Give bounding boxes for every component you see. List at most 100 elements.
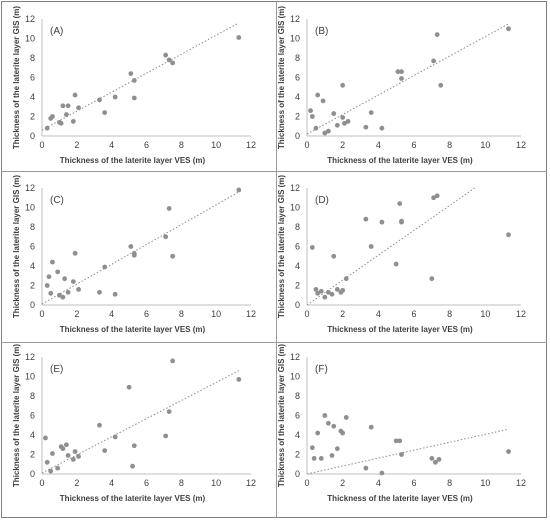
panel-d-point [434, 193, 440, 199]
panel-f-point [397, 438, 403, 444]
panel-a-trendline [41, 22, 240, 131]
panel-c-x-tick-label: 8 [179, 309, 184, 319]
panel-d-point [340, 287, 346, 293]
panel-a-x-axis-label: Thickness of the laterite layer VES (m) [60, 156, 206, 165]
panel-a-point [131, 95, 137, 101]
panel-c-x-tick-label: 0 [39, 309, 44, 319]
panel-d-y-tick-label: 6 [295, 242, 300, 252]
panel-b-y-tick-label: 0 [295, 131, 300, 141]
panel-a-point [128, 71, 134, 76]
panel-c-x-tick-label: 2 [74, 309, 79, 319]
panel-e-x-axis-label: Thickness of the laterite layer VES (m) [60, 494, 206, 503]
panel-b-x-tick-label: 8 [447, 140, 452, 150]
panel-d-point [313, 287, 319, 292]
panel-b-y-tick-label: 4 [295, 92, 300, 102]
column-divider [276, 1, 277, 518]
panel-a-point [236, 35, 242, 40]
panel-f-y-tick-label: 12 [290, 352, 300, 362]
panel-a-x-tick-label: 8 [179, 140, 184, 150]
panel-a-y-tick-label: 2 [30, 112, 35, 122]
panel-b-x-tick-label: 12 [516, 140, 526, 150]
panel-b-point [340, 82, 346, 88]
panel-f-point [363, 465, 369, 471]
panel-a-point [112, 94, 118, 100]
panel-c-x-tick-label: 10 [211, 309, 221, 319]
panel-e-point [170, 358, 176, 364]
panel-f-point [331, 423, 337, 429]
panel-d-x-tick-label: 12 [516, 309, 526, 319]
panel-d-x-tick-label: 6 [411, 309, 416, 319]
panel-a-point [65, 103, 71, 109]
panel-f-point [506, 449, 511, 454]
panel-b-point [320, 98, 326, 104]
panel-a-x-tick-label: 0 [39, 140, 44, 150]
panel-f-point [399, 452, 404, 457]
panel-c-y-tick-label: 8 [30, 222, 35, 232]
row-divider-2 [1, 342, 547, 343]
panel-c-point [46, 274, 52, 280]
panel-f-point [368, 424, 374, 430]
panel-e-y-tick-label: 2 [30, 450, 35, 460]
panel-f-x-tick-label: 10 [480, 478, 490, 488]
panel-d-y-tick-label: 8 [295, 222, 300, 232]
panel-b-x-tick-label: 2 [340, 140, 345, 150]
panel-e-y-tick-label: 4 [30, 430, 35, 440]
panel-e-y-tick-label: 12 [25, 352, 35, 362]
panel-d-point [343, 276, 349, 282]
panel-c-y-tick-label: 12 [25, 183, 35, 193]
panel-a-point [70, 118, 76, 124]
panel-e-point [126, 384, 132, 390]
panel-d-point [329, 291, 335, 297]
panel-e-point [236, 377, 242, 382]
panel-b-point [342, 120, 347, 126]
panel-c-point [102, 264, 108, 270]
panel-d-point [397, 201, 403, 207]
panel-d-point [429, 276, 435, 282]
panel-f-x-tick-label: 6 [411, 478, 416, 488]
panel-b-y-tick-label: 8 [295, 53, 300, 63]
panel-c-label: (C) [50, 195, 64, 206]
panel-f-y-axis-label: Thickness of the laterite layer GIS (m) [277, 344, 286, 487]
panel-a-y-tick-label: 0 [30, 131, 35, 141]
panel-c-point [76, 287, 81, 292]
panel-a-point [50, 114, 55, 119]
panel-b-point [399, 76, 404, 81]
panel-d-x-tick-label: 4 [376, 309, 381, 319]
panel-c-x-tick-label: 6 [144, 309, 149, 319]
panel-f-trendline [306, 428, 509, 475]
panel-e-point [50, 451, 55, 456]
panel-a-y-tick-label: 8 [30, 53, 35, 63]
panel-c-point [70, 279, 76, 284]
panel-e-x-tick-label: 12 [246, 478, 256, 488]
panel-e-y-tick-label: 0 [30, 469, 35, 479]
panel-f-point [326, 420, 331, 426]
panel-f-y-tick-label: 0 [295, 469, 300, 479]
panel-d-point [506, 232, 511, 238]
panel-e-point [48, 468, 54, 474]
panel-f-y-tick-label: 6 [295, 411, 300, 421]
panel-b-point [345, 118, 351, 124]
panel-d-point [431, 195, 437, 201]
panel-b-y-tick-label: 12 [290, 14, 300, 24]
panel-f-label: (F) [315, 364, 328, 375]
panel-f-x-tick-label: 2 [340, 478, 345, 488]
panel-a-point [97, 97, 102, 103]
panel-d-x-tick-label: 0 [304, 309, 309, 319]
panel-a-point [170, 60, 176, 66]
panel-a-point [102, 110, 108, 115]
panel-c-point [44, 283, 50, 288]
panel-b-x-axis-label: Thickness of the laterite layer VES (m) [327, 156, 473, 165]
panel-b-point [363, 124, 369, 130]
panel-c-point [48, 290, 54, 296]
panel-e-point [43, 435, 48, 441]
panel-b-point [438, 82, 444, 88]
panel-c-point [170, 253, 176, 259]
panel-a-x-tick-label: 12 [246, 140, 256, 150]
panel-c-x-tick-label: 4 [109, 309, 114, 319]
panel-b-point [315, 92, 321, 98]
panel-b-y-axis-label: Thickness of the laterite layer GIS (m) [277, 6, 286, 149]
panel-f-x-tick-label: 4 [376, 478, 381, 488]
panel-c-x-tick-label: 12 [246, 309, 256, 319]
panel-e-point [70, 456, 76, 462]
